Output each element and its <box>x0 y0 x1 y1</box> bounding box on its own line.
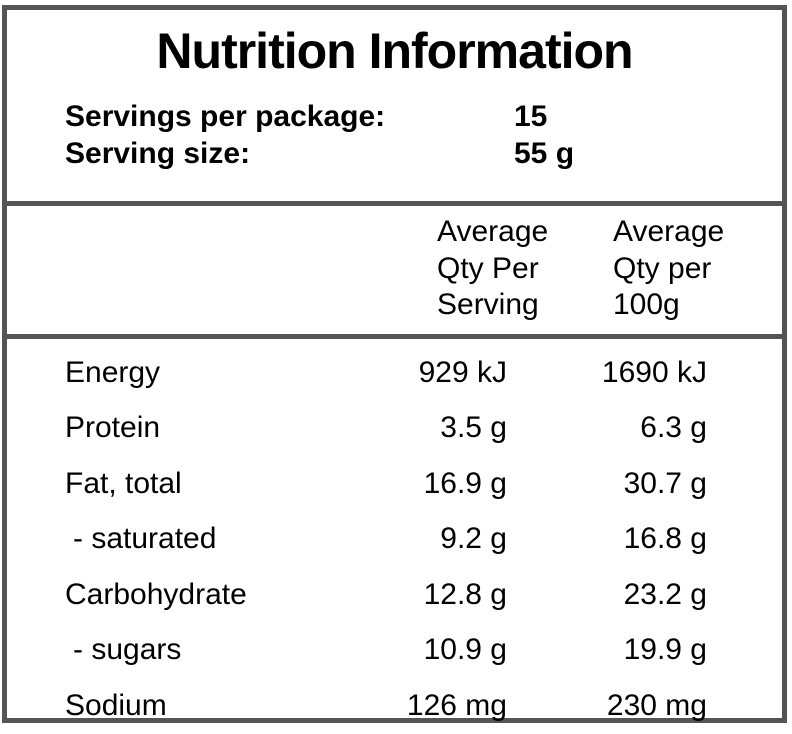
nutrient-label: - saturated <box>73 522 217 556</box>
per-serving-value: 126 mg <box>406 688 507 722</box>
column-header-per-serving: Average Qty Per Serving <box>437 215 549 321</box>
per-serving-value: 929 kJ <box>418 355 507 389</box>
table-row-fat-total: Fat, total 16.9 g 30.7 g <box>7 456 782 512</box>
table-row-energy: Energy 929 kJ 1690 kJ <box>7 345 782 401</box>
per-100g-value: 23.2 g <box>623 577 707 611</box>
nutrient-label: Sodium <box>65 688 167 722</box>
column-header-per-100g: Average Qty per 100g <box>613 215 725 321</box>
servings-per-package-label: Servings per package: <box>65 100 386 133</box>
table-row-sodium: Sodium 126 mg 230 mg <box>7 678 782 734</box>
servings-per-package-value: 15 <box>514 100 548 133</box>
nutrient-label: Protein <box>65 411 161 445</box>
nutrient-label: - sugars <box>73 633 182 667</box>
per-100g-value: 30.7 g <box>623 466 707 500</box>
nutrient-table-body: Energy 929 kJ 1690 kJ Protein 3.5 g 6.3 … <box>7 339 782 734</box>
horizontal-divider-top <box>7 201 782 206</box>
table-row-protein: Protein 3.5 g 6.3 g <box>7 401 782 457</box>
serving-info-block: Servings per package: 15 Serving size: 5… <box>7 98 782 172</box>
table-row-saturated-fat: - saturated 9.2 g 16.8 g <box>7 512 782 568</box>
per-100g-value: 19.9 g <box>623 633 707 667</box>
per-100g-value: 230 mg <box>606 688 707 722</box>
nutrition-label-panel: Nutrition Information Servings per packa… <box>2 5 787 723</box>
nutrient-label: Carbohydrate <box>65 577 247 611</box>
per-serving-value: 9.2 g <box>440 522 507 556</box>
horizontal-divider-bottom <box>7 334 782 339</box>
serving-size-label: Serving size: <box>65 137 251 170</box>
per-serving-value: 16.9 g <box>423 466 507 500</box>
table-row-sugars: - sugars 10.9 g 19.9 g <box>7 623 782 679</box>
table-row-carbohydrate: Carbohydrate 12.8 g 23.2 g <box>7 567 782 623</box>
serving-size-row: Serving size: 55 g <box>7 135 782 172</box>
label-header-section: Nutrition Information Servings per packa… <box>7 26 782 201</box>
serving-size-value: 55 g <box>514 137 575 170</box>
per-serving-value: 3.5 g <box>440 411 507 445</box>
nutrient-label: Fat, total <box>65 466 182 500</box>
per-100g-value: 1690 kJ <box>601 355 707 389</box>
per-100g-value: 16.8 g <box>623 522 707 556</box>
per-serving-value: 10.9 g <box>423 633 507 667</box>
servings-per-package-row: Servings per package: 15 <box>7 98 782 135</box>
nutrient-label: Energy <box>65 355 161 389</box>
column-header-section: Average Qty Per Serving Average Qty per … <box>7 206 782 334</box>
page-title: Nutrition Information <box>156 23 633 79</box>
per-100g-value: 6.3 g <box>640 411 707 445</box>
per-serving-value: 12.8 g <box>423 577 507 611</box>
